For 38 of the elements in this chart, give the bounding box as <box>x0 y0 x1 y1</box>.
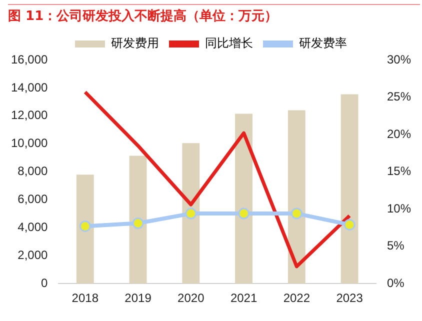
point <box>185 208 197 220</box>
legend-label: 研发费率 <box>299 36 347 50</box>
y2-tick-label: 15% <box>386 164 412 178</box>
legend-label: 同比增长 <box>205 36 253 50</box>
y2-tick-label: 5% <box>386 238 405 253</box>
bar <box>129 156 147 284</box>
bar <box>182 143 200 284</box>
y2-tick-label: 10% <box>386 201 412 216</box>
y-tick-label: 2,000 <box>18 248 48 262</box>
bar <box>235 114 253 284</box>
x-tick-label: 2020 <box>178 291 205 306</box>
point <box>79 220 91 232</box>
y2-tick-label: 0% <box>386 276 405 290</box>
y-tick-label: 16,000 <box>11 52 48 66</box>
point <box>344 218 356 230</box>
legend-label: 研发费用 <box>111 36 159 50</box>
point <box>290 208 302 220</box>
bar <box>288 110 306 284</box>
y-tick-label: 0 <box>41 276 48 290</box>
x-tick-label: 2018 <box>72 291 99 306</box>
bar <box>340 94 358 284</box>
x-tick-label: 2023 <box>336 291 364 306</box>
y-tick-label: 6,000 <box>18 192 48 206</box>
y2-tick-label: 20% <box>386 126 412 141</box>
point <box>238 208 250 220</box>
chart-title: 图 11：公司研发投入不断提高（单位：万元） <box>8 4 420 25</box>
y2-tick-label: 25% <box>386 90 412 104</box>
x-tick-label: 2019 <box>124 291 152 306</box>
y-tick-label: 12,000 <box>11 108 48 122</box>
y-tick-label: 8,000 <box>18 164 48 178</box>
bar <box>76 174 94 284</box>
x-tick-label: 2022 <box>283 291 310 306</box>
x-tick-label: 2021 <box>230 291 258 306</box>
y-tick-label: 14,000 <box>11 80 48 94</box>
y-tick-label: 4,000 <box>18 220 48 234</box>
y2-tick-label: 30% <box>386 52 412 66</box>
point <box>132 217 144 229</box>
y-tick-label: 10,000 <box>11 136 48 150</box>
